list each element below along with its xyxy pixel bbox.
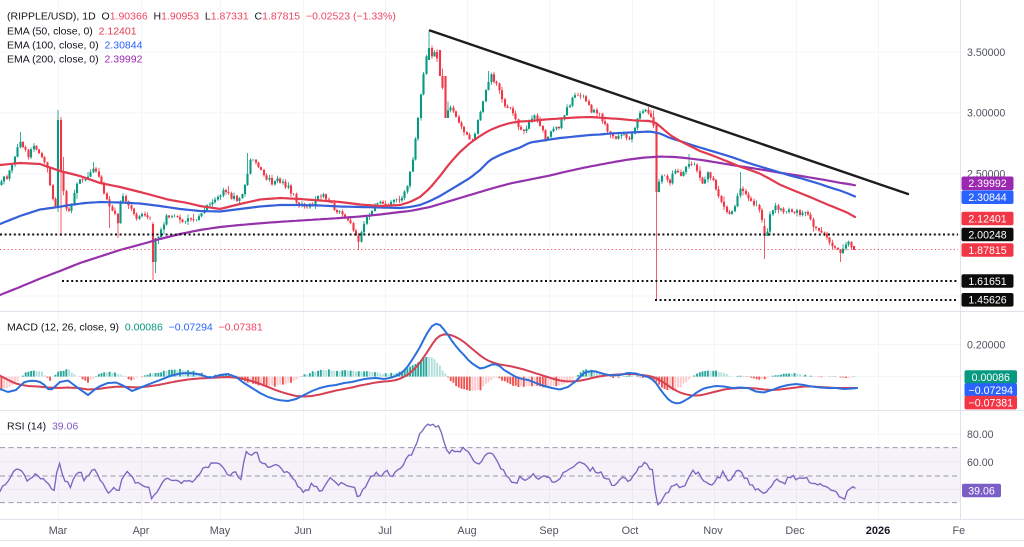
svg-text:1.61651: 1.61651 bbox=[968, 276, 1006, 288]
svg-text:EMA (50, close, 0) 2.12401: EMA (50, close, 0) 2.12401 bbox=[7, 26, 137, 38]
svg-text:Fe: Fe bbox=[953, 525, 966, 537]
svg-text:3.50000: 3.50000 bbox=[967, 47, 1005, 59]
svg-text:0.20000: 0.20000 bbox=[967, 339, 1005, 351]
svg-text:RSI (14) 39.06: RSI (14) 39.06 bbox=[7, 421, 78, 433]
svg-text:1.45626: 1.45626 bbox=[968, 295, 1006, 307]
svg-text:−0.07381: −0.07381 bbox=[969, 397, 1014, 409]
svg-text:MACD (12, 26, close, 9) 0.000: MACD (12, 26, close, 9) 0.00086 −0.07294… bbox=[7, 322, 263, 334]
svg-text:Sep: Sep bbox=[539, 525, 558, 537]
svg-text:Jul: Jul bbox=[378, 525, 392, 537]
svg-text:Mar: Mar bbox=[49, 525, 68, 537]
svg-text:80.00: 80.00 bbox=[967, 429, 994, 441]
svg-text:(RIPPLE/USD), 1D O1.90366 H1: (RIPPLE/USD), 1D O1.90366 H1.90953 L1.87… bbox=[7, 11, 396, 23]
svg-text:EMA (200, close, 0) 2.39992: EMA (200, close, 0) 2.39992 bbox=[7, 54, 143, 66]
svg-text:2.00248: 2.00248 bbox=[968, 229, 1006, 241]
svg-text:Aug: Aug bbox=[457, 525, 476, 537]
svg-text:2026: 2026 bbox=[866, 525, 890, 537]
svg-text:Apr: Apr bbox=[133, 525, 150, 537]
svg-text:2.30844: 2.30844 bbox=[968, 192, 1006, 204]
svg-text:39.06: 39.06 bbox=[968, 485, 995, 497]
svg-text:1.87815: 1.87815 bbox=[968, 245, 1006, 257]
svg-text:EMA (100, close, 0) 2.30844: EMA (100, close, 0) 2.30844 bbox=[7, 40, 143, 52]
svg-text:2.12401: 2.12401 bbox=[968, 213, 1006, 225]
svg-text:Nov: Nov bbox=[703, 525, 723, 537]
svg-text:Jun: Jun bbox=[294, 525, 311, 537]
svg-text:Oct: Oct bbox=[622, 525, 639, 537]
svg-text:May: May bbox=[210, 525, 231, 537]
svg-text:2.39992: 2.39992 bbox=[968, 178, 1006, 190]
svg-text:−0.07294: −0.07294 bbox=[969, 385, 1014, 397]
svg-text:0.00086: 0.00086 bbox=[972, 372, 1010, 384]
svg-text:60.00: 60.00 bbox=[967, 457, 994, 469]
svg-text:Dec: Dec bbox=[785, 525, 805, 537]
svg-text:3.00000: 3.00000 bbox=[967, 108, 1005, 120]
